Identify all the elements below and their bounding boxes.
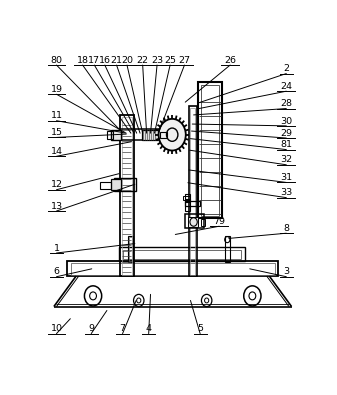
Text: 28: 28 bbox=[280, 99, 292, 108]
Bar bbox=[188, 217, 198, 227]
Text: 22: 22 bbox=[137, 56, 149, 65]
Bar bbox=[123, 250, 241, 260]
Circle shape bbox=[159, 119, 186, 150]
Bar bbox=[120, 129, 172, 140]
Bar bbox=[111, 179, 121, 190]
Text: 9: 9 bbox=[88, 324, 94, 333]
Text: 6: 6 bbox=[54, 267, 60, 276]
Text: 3: 3 bbox=[283, 267, 289, 276]
Bar bbox=[111, 130, 121, 139]
Bar bbox=[185, 214, 204, 228]
Bar bbox=[119, 247, 245, 261]
Text: 19: 19 bbox=[51, 85, 62, 94]
Text: 1: 1 bbox=[54, 244, 60, 253]
Bar bbox=[185, 201, 200, 206]
Bar bbox=[183, 196, 190, 200]
Text: 80: 80 bbox=[51, 56, 62, 65]
Bar bbox=[142, 130, 160, 139]
Text: 2: 2 bbox=[283, 64, 289, 73]
Text: 23: 23 bbox=[151, 56, 163, 65]
Bar bbox=[114, 178, 136, 191]
Text: 20: 20 bbox=[121, 56, 133, 65]
Text: 25: 25 bbox=[164, 56, 176, 65]
Bar bbox=[160, 132, 167, 138]
Text: 11: 11 bbox=[51, 111, 62, 120]
Text: 32: 32 bbox=[280, 156, 293, 164]
Bar bbox=[122, 117, 132, 275]
Text: 10: 10 bbox=[51, 324, 62, 333]
Bar bbox=[71, 263, 275, 275]
Bar bbox=[185, 194, 190, 202]
Bar bbox=[120, 115, 134, 276]
Text: 16: 16 bbox=[99, 56, 111, 65]
Text: 31: 31 bbox=[280, 173, 293, 182]
Text: 13: 13 bbox=[51, 202, 63, 211]
Text: 8: 8 bbox=[283, 224, 289, 233]
Bar bbox=[100, 182, 111, 189]
Bar bbox=[201, 85, 219, 216]
Text: 26: 26 bbox=[224, 56, 236, 65]
Bar bbox=[198, 82, 222, 218]
Bar bbox=[108, 132, 113, 139]
Text: 30: 30 bbox=[280, 117, 293, 126]
Bar bbox=[189, 106, 197, 276]
Text: 7: 7 bbox=[120, 324, 126, 333]
Text: 27: 27 bbox=[179, 56, 190, 65]
Text: 29: 29 bbox=[280, 129, 292, 138]
Text: 15: 15 bbox=[51, 128, 62, 137]
Text: 12: 12 bbox=[51, 181, 62, 189]
Bar bbox=[67, 261, 278, 276]
Text: 5: 5 bbox=[197, 324, 203, 333]
Bar bbox=[225, 236, 229, 262]
Text: 17: 17 bbox=[88, 56, 100, 65]
Text: 14: 14 bbox=[51, 147, 62, 156]
Bar bbox=[202, 219, 205, 226]
Text: 18: 18 bbox=[76, 56, 89, 65]
Bar bbox=[129, 237, 132, 261]
Text: 81: 81 bbox=[280, 140, 292, 149]
Text: 24: 24 bbox=[280, 82, 292, 91]
Bar bbox=[190, 107, 195, 275]
Text: 79: 79 bbox=[213, 217, 225, 226]
Text: 33: 33 bbox=[280, 188, 293, 197]
Bar bbox=[185, 199, 190, 211]
Text: 4: 4 bbox=[146, 324, 152, 333]
Bar bbox=[128, 236, 133, 262]
Text: 21: 21 bbox=[111, 56, 123, 65]
